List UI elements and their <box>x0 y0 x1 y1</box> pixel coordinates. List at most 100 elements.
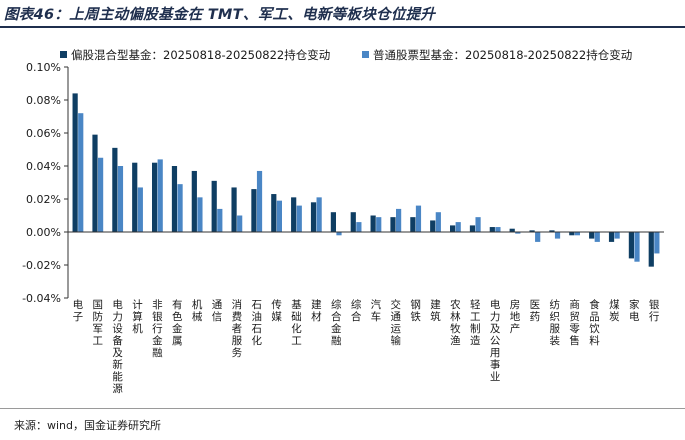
x-tick-label: 轻工制造 <box>470 298 481 347</box>
bar-series2 <box>475 217 481 232</box>
bar-series1 <box>589 232 595 239</box>
title-rule <box>0 26 685 28</box>
bar-series1 <box>132 162 138 232</box>
footer-rule <box>0 408 685 409</box>
legend-swatch <box>60 51 67 58</box>
x-tick-label: 电力设备及新能源 <box>112 298 123 395</box>
y-axis: -0.04% -0.02% 0.00% 0.02% 0.04% 0.06% 0.08% 0.1… <box>22 61 69 305</box>
x-tick-label: 基础化工 <box>291 298 302 347</box>
bar-series1 <box>469 225 476 232</box>
bar-series2 <box>157 159 163 232</box>
bar-series2 <box>356 222 362 232</box>
x-tick-label: 电子 <box>73 298 84 323</box>
x-tick-label: 电力及公用事业 <box>490 298 501 383</box>
bar-series1 <box>271 194 277 232</box>
x-tick-label: 纺织服装 <box>549 298 560 347</box>
bar-series2 <box>276 200 282 232</box>
y-tick-label: 0.10% <box>26 61 61 74</box>
bar-series2 <box>574 232 580 236</box>
bar-series2 <box>316 197 322 232</box>
bar-series2 <box>535 232 541 242</box>
y-tick-label: 0.02% <box>26 193 61 206</box>
y-tick-label: 0.00% <box>26 226 61 239</box>
bar-series1 <box>549 230 555 232</box>
bar-series2 <box>237 215 243 232</box>
bar-series1 <box>350 212 356 232</box>
y-tick-label: 0.08% <box>26 94 61 107</box>
bar-series1 <box>92 134 98 232</box>
x-tick-label: 银行 <box>649 298 660 323</box>
bar-series2 <box>654 232 660 254</box>
bar-series1 <box>569 232 575 236</box>
x-tick-label: 建材 <box>311 298 322 323</box>
x-tick-label: 房地产 <box>510 298 521 335</box>
bar-series2 <box>515 232 521 234</box>
x-tick-label: 通信 <box>212 299 223 323</box>
bar-series1 <box>628 232 634 259</box>
bar-series1 <box>231 187 237 232</box>
bar-series1 <box>171 166 178 232</box>
bar-series2 <box>197 197 203 232</box>
bar-series1 <box>390 217 396 232</box>
bar-series2 <box>415 205 422 232</box>
bar-series1 <box>410 217 416 232</box>
y-tick-label: -0.04% <box>22 292 61 305</box>
x-tick-label: 交通运输 <box>391 298 402 347</box>
legend: 偏股混合型基金：20250818-20250822持仓变动 普通股票型基金：202… <box>60 48 632 62</box>
bar-series2 <box>137 187 143 232</box>
bar-series2 <box>117 166 124 232</box>
bars <box>72 93 660 267</box>
bar-series1 <box>72 93 78 233</box>
chart-title: 图表46：上周主动偏股基金在 TMT、军工、电新等板块仓位提升 <box>4 7 436 23</box>
y-tick-label: 0.06% <box>26 127 61 140</box>
bar-series2 <box>435 212 441 232</box>
x-tick-label: 家电 <box>629 298 640 323</box>
bar-series2 <box>217 208 223 232</box>
bar-series2 <box>495 227 501 232</box>
bar-series2 <box>336 232 342 236</box>
x-tick-label: 食品饮料 <box>589 298 600 347</box>
x-tick-label: 机械 <box>192 298 203 323</box>
bar-series2 <box>614 232 620 239</box>
bar-series2 <box>296 205 302 232</box>
bar-series2 <box>256 170 263 232</box>
bar-series1 <box>310 202 317 232</box>
bar-series1 <box>191 170 197 232</box>
bar-series1 <box>251 189 257 232</box>
x-axis: 电子国防军工电力设备及新能源计算机非银行金融有色金属机械通信消费者服务石油石化传… <box>68 231 664 395</box>
x-tick-label: 综合金融 <box>331 298 342 347</box>
bar-series2 <box>376 217 382 232</box>
bar-series1 <box>430 220 436 232</box>
bar-series1 <box>648 232 654 267</box>
bar-series1 <box>529 230 535 232</box>
x-tick-label: 国防军工 <box>93 299 104 347</box>
bar-series2 <box>396 208 402 232</box>
x-tick-label: 石油石化 <box>251 299 262 347</box>
x-tick-label: 钢铁 <box>410 298 421 323</box>
bar-series2 <box>98 157 104 232</box>
bar-series1 <box>112 147 118 232</box>
bar-series1 <box>450 225 456 232</box>
x-tick-label: 综合 <box>351 298 362 323</box>
bar-series2 <box>455 222 461 232</box>
x-tick-label: 商贸零售 <box>569 298 580 347</box>
bar-series2 <box>177 184 183 232</box>
legend-label: 偏股混合型基金：20250818-20250822持仓变动 <box>71 48 330 62</box>
x-tick-label: 医药 <box>530 299 541 323</box>
bar-series2 <box>78 113 84 232</box>
y-tick-label: 0.04% <box>26 160 61 173</box>
x-tick-label: 消费者服务 <box>232 298 243 359</box>
bar-series1 <box>291 197 297 232</box>
x-tick-label: 煤炭 <box>609 298 620 323</box>
bar-series2 <box>554 232 561 239</box>
bar-series1 <box>152 162 158 232</box>
x-tick-label: 建筑 <box>430 298 441 323</box>
bar-series1 <box>489 227 495 232</box>
bar-series1 <box>211 180 217 232</box>
x-tick-label: 计算机 <box>132 298 143 335</box>
y-tick-label: -0.02% <box>22 259 61 272</box>
bar-series1 <box>370 215 376 232</box>
bar-series2 <box>594 232 600 242</box>
bar-chart: 偏股混合型基金：20250818-20250822持仓变动 普通股票型基金：202… <box>22 48 664 395</box>
x-tick-label: 农林牧渔 <box>450 298 461 347</box>
